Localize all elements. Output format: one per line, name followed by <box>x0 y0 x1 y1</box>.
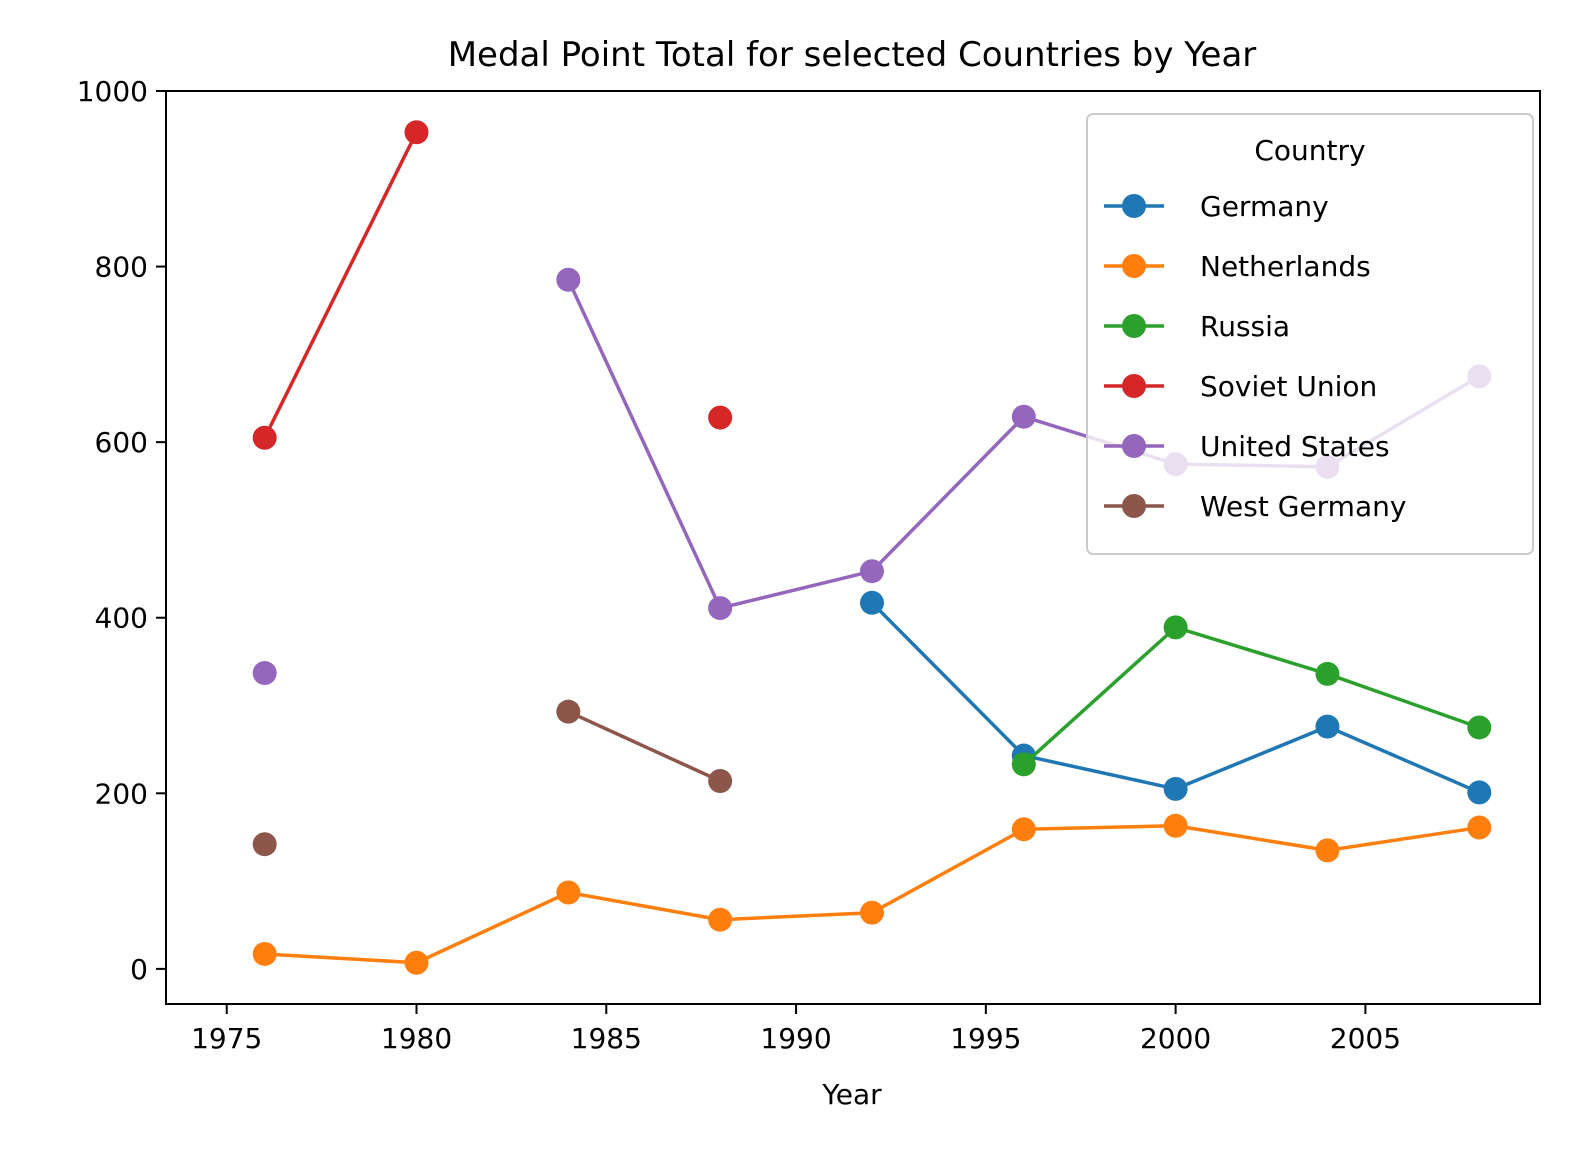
legend-marker <box>1122 434 1146 458</box>
series-line-russia <box>1022 625 1480 766</box>
data-point-germany <box>1315 714 1340 739</box>
data-point-soviet-union <box>708 405 733 430</box>
x-tick-label: 2005 <box>1330 1022 1401 1055</box>
data-point-united-states <box>708 596 733 621</box>
data-point-netherlands <box>1163 813 1188 838</box>
data-point-russia <box>1011 752 1036 777</box>
data-point-germany <box>1467 780 1492 805</box>
data-point-netherlands <box>859 900 884 925</box>
legend-items: Germany Netherlands Russia Soviet Union Unit… <box>1104 190 1406 523</box>
data-point-united-states <box>859 559 884 584</box>
y-tick-label: 200 <box>95 777 148 810</box>
x-tick-label: 1975 <box>191 1022 262 1055</box>
y-tick-label: 1000 <box>77 75 148 108</box>
x-tick-label: 2000 <box>1140 1022 1211 1055</box>
data-point-netherlands <box>1315 838 1340 863</box>
data-point-russia <box>1467 715 1492 740</box>
legend-label: Soviet Union <box>1200 370 1377 403</box>
data-point-west-germany <box>252 832 277 857</box>
y-axis-ticks: 0 200 400 600 800 1000 <box>77 75 166 986</box>
data-point-netherlands <box>1011 817 1036 842</box>
legend-marker <box>1122 254 1146 278</box>
legend-item-soviet-union: Soviet Union <box>1104 370 1377 403</box>
y-tick-label: 400 <box>95 602 148 635</box>
legend-label: Germany <box>1200 190 1329 223</box>
series-line-west-germany <box>567 710 721 783</box>
legend-label: Netherlands <box>1200 250 1371 283</box>
x-axis-label: Year <box>821 1078 882 1111</box>
data-point-russia <box>1163 615 1188 640</box>
series-soviet-union <box>252 120 733 450</box>
data-point-west-germany <box>708 769 733 794</box>
data-point-united-states <box>252 661 277 686</box>
legend-marker <box>1122 314 1146 338</box>
data-point-united-states <box>1011 404 1036 429</box>
legend-item-united-states: United States <box>1104 430 1390 463</box>
data-point-germany <box>1163 776 1188 801</box>
data-point-netherlands <box>556 880 581 905</box>
x-tick-label: 1985 <box>571 1022 642 1055</box>
y-tick-label: 600 <box>95 426 148 459</box>
data-point-west-germany <box>556 699 581 724</box>
x-tick-label: 1980 <box>381 1022 452 1055</box>
legend-title: Country <box>1254 134 1365 167</box>
x-tick-label: 1990 <box>760 1022 831 1055</box>
data-point-soviet-union <box>404 120 429 145</box>
y-tick-label: 800 <box>95 251 148 284</box>
chart-title: Medal Point Total for selected Countries… <box>448 35 1257 75</box>
data-point-netherlands <box>1467 815 1492 840</box>
legend-item-russia: Russia <box>1104 310 1290 343</box>
data-point-netherlands <box>708 907 733 932</box>
legend-item-west-germany: West Germany <box>1104 490 1406 523</box>
x-tick-label: 1995 <box>950 1022 1021 1055</box>
legend-label: United States <box>1200 430 1390 463</box>
legend: Country Germany Netherlands Russia Soviet U… <box>1086 113 1534 555</box>
series-west-germany <box>252 699 733 857</box>
series-netherlands <box>252 813 1492 975</box>
plot-frame <box>165 90 1541 1005</box>
legend-label: West Germany <box>1200 490 1406 523</box>
data-point-netherlands <box>404 950 429 975</box>
legend-item-netherlands: Netherlands <box>1104 250 1371 283</box>
y-tick-label: 0 <box>130 953 148 986</box>
x-axis-ticks: 1975 1980 1985 1990 1995 2000 2005 <box>191 1004 1401 1055</box>
data-point-soviet-union <box>252 425 277 450</box>
legend-label: Russia <box>1200 310 1290 343</box>
legend-item-germany: Germany <box>1104 190 1329 223</box>
legend-marker <box>1122 194 1146 218</box>
data-point-russia <box>1315 661 1340 686</box>
legend-marker <box>1122 374 1146 398</box>
series-line-soviet-union <box>263 131 419 439</box>
data-point-netherlands <box>252 941 277 966</box>
series-germany <box>859 590 1492 805</box>
series-russia <box>1011 615 1492 777</box>
data-point-germany <box>859 590 884 615</box>
data-point-united-states <box>556 267 581 292</box>
legend-marker <box>1122 494 1146 518</box>
legend-frame <box>1086 113 1534 555</box>
